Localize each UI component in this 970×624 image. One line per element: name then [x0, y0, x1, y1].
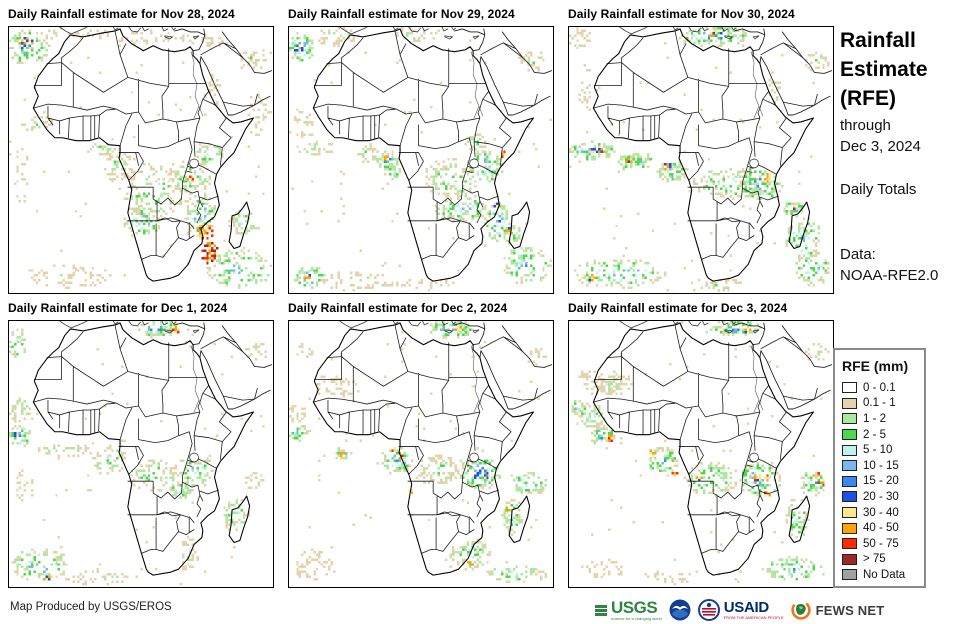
rainfall-layer: [9, 321, 268, 586]
data-source: Data: NOAA-RFE2.0: [840, 244, 968, 286]
through-label: through: [840, 117, 891, 134]
fewsnet-label: FEWS NET: [815, 602, 885, 618]
legend-label: 2 - 5: [863, 428, 887, 441]
map-panel: Daily Rainfall estimate for Dec 3, 2024: [568, 301, 834, 588]
sidebar: Rainfall Estimate (RFE) through Dec 3, 2…: [840, 26, 968, 286]
legend-label: 30 - 40: [863, 506, 899, 519]
map-panel-title: Daily Rainfall estimate for Nov 30, 2024: [568, 7, 795, 21]
map-panel: Daily Rainfall estimate for Nov 30, 2024: [568, 7, 834, 294]
legend-swatch: [842, 460, 857, 472]
legend-swatch: [842, 491, 857, 503]
legend-swatch: [842, 413, 857, 425]
footer-logos: USGS science for a changing world USAID …: [595, 597, 884, 623]
legend-swatch: [842, 522, 857, 534]
data-source-label: Data:: [840, 246, 876, 263]
legend-label: 0 - 0.1: [863, 381, 896, 394]
legend-swatch: [842, 569, 857, 581]
usgs-stripes-icon: [595, 604, 607, 616]
legend-entry: > 75: [842, 552, 924, 568]
map-panel: Daily Rainfall estimate for Nov 29, 2024: [288, 7, 554, 294]
legend-swatch: [842, 507, 857, 519]
rainfall-map: [568, 26, 834, 294]
map-panel-title: Daily Rainfall estimate for Dec 2, 2024: [288, 301, 508, 315]
legend-label: 5 - 10: [863, 444, 893, 457]
legend-label: 50 - 75: [863, 537, 899, 550]
legend-entry: 2 - 5: [842, 427, 924, 443]
map-panel-title: Daily Rainfall estimate for Nov 28, 2024: [8, 7, 235, 21]
usgs-logo: USGS science for a changing world: [595, 599, 662, 621]
through-date-value: Dec 3, 2024: [840, 138, 921, 155]
usaid-label: USAID: [723, 599, 769, 616]
legend-entry: 50 - 75: [842, 536, 924, 552]
legend-swatch: [842, 429, 857, 441]
noaa-logo: [669, 599, 691, 621]
legend-entry: No Data: [842, 567, 924, 583]
legend-rows: 0 - 0.1 0.1 - 1 1 - 2 2 - 5 5 - 10 10 - 15 15 …: [842, 380, 924, 583]
legend-swatch: [842, 382, 857, 394]
legend-swatch: [842, 444, 857, 456]
legend-label: 40 - 50: [863, 522, 899, 535]
legend-entry: 5 - 10: [842, 442, 924, 458]
daily-totals-label: Daily Totals: [840, 181, 917, 198]
legend-entry: 0.1 - 1: [842, 396, 924, 412]
legend-entry: 30 - 40: [842, 505, 924, 521]
legend-swatch: [842, 538, 857, 550]
usgs-tagline: science for a changing world: [611, 616, 662, 621]
noaa-seal-icon: [669, 599, 691, 621]
fewsnet-logo: FEWS NET: [790, 600, 885, 620]
rainfall-map: [568, 320, 834, 588]
legend-entry: 10 - 15: [842, 458, 924, 474]
rainfall-map: [8, 320, 274, 588]
page-title-line2: Estimate: [840, 58, 928, 81]
legend-label: 10 - 15: [863, 459, 899, 472]
page-title-line1: Rainfall: [840, 29, 916, 52]
legend-label: 0.1 - 1: [863, 397, 896, 410]
rainfall-map: [288, 26, 554, 294]
legend-entry: 40 - 50: [842, 520, 924, 536]
legend-swatch: [842, 475, 857, 487]
legend-box: RFE (mm) 0 - 0.1 0.1 - 1 1 - 2 2 - 5 5 - 10 1…: [833, 348, 926, 588]
map-panel: Daily Rainfall estimate for Dec 2, 2024: [288, 301, 554, 588]
map-panel-title: Daily Rainfall estimate for Nov 29, 2024: [288, 7, 515, 21]
legend-label: 20 - 30: [863, 490, 899, 503]
map-panel: Daily Rainfall estimate for Dec 1, 2024: [8, 301, 274, 588]
rainfall-map: [288, 320, 554, 588]
legend-swatch: [842, 397, 857, 409]
rainfall-layer: [9, 27, 272, 290]
map-credit: Map Produced by USGS/EROS: [10, 601, 172, 613]
rainfall-map: [8, 26, 274, 294]
legend-entry: 20 - 30: [842, 489, 924, 505]
legend-label: 1 - 2: [863, 412, 887, 425]
through-date: through Dec 3, 2024: [840, 115, 968, 157]
usgs-label: USGS: [611, 598, 658, 617]
rainfall-layer: [571, 321, 830, 586]
usaid-tagline: FROM THE AMERICAN PEOPLE: [723, 615, 784, 620]
legend-swatch: [842, 553, 857, 565]
legend-entry: 1 - 2: [842, 411, 924, 427]
rainfall-layer: [289, 27, 552, 292]
legend-label: 15 - 20: [863, 475, 899, 488]
fewsnet-globe-icon: [790, 600, 811, 620]
legend-entry: 0 - 0.1: [842, 380, 924, 396]
rainfall-layer: [289, 321, 548, 584]
legend-label: No Data: [863, 568, 906, 581]
usaid-seal-icon: [697, 599, 720, 621]
legend-entry: 15 - 20: [842, 474, 924, 490]
page-title-line3: (RFE): [840, 87, 896, 110]
legend-label: > 75: [863, 553, 886, 566]
usaid-logo: USAID FROM THE AMERICAN PEOPLE: [697, 599, 784, 621]
page-title: Rainfall Estimate (RFE): [840, 26, 968, 113]
map-panel: Daily Rainfall estimate for Nov 28, 2024: [8, 7, 274, 294]
map-panel-title: Daily Rainfall estimate for Dec 1, 2024: [8, 301, 228, 315]
data-source-value: NOAA-RFE2.0: [840, 267, 939, 284]
legend-title: RFE (mm): [842, 358, 909, 374]
map-panel-title: Daily Rainfall estimate for Dec 3, 2024: [568, 301, 788, 315]
